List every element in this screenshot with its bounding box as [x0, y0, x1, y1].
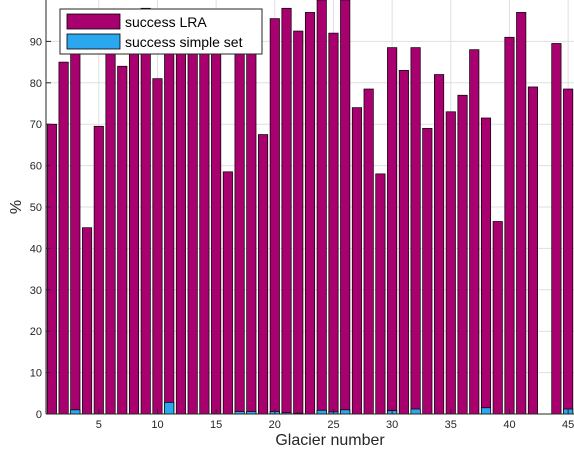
bar-success-lra-4 — [82, 227, 93, 415]
x-tick-label: 15 — [210, 419, 222, 431]
bar-success-lra-18 — [246, 45, 257, 415]
y-tick-label: 20 — [30, 326, 42, 338]
legend-swatch-success-simple-set — [66, 33, 121, 50]
bar-success-lra-39 — [492, 221, 503, 415]
bar-success-lra-23 — [304, 12, 316, 415]
bar-success-lra-45 — [563, 88, 574, 415]
y-tick-label: 90 — [30, 36, 42, 48]
bar-success-lra-31 — [398, 70, 409, 415]
bar-success-lra-10 — [152, 78, 163, 415]
bar-success-lra-2 — [58, 61, 69, 415]
x-tick-label: 40 — [503, 419, 515, 431]
tick-labels: 5 10 15 20 25 30 35 40 45 0 10 20 30 40 50 60 70 80 90 — [30, 36, 574, 431]
legend: success LRA success simple set — [59, 8, 263, 55]
y-axis-title: % — [8, 200, 25, 214]
bar-success-lra-11 — [164, 49, 175, 415]
bar-success-lra-5 — [93, 125, 104, 415]
bar-success-lra-34 — [434, 74, 445, 415]
bar-success-lra-3 — [70, 49, 81, 415]
x-axis-title: Glacier number — [275, 432, 385, 449]
bar-success-simple-set-3 — [70, 409, 81, 415]
bar-success-lra-1 — [46, 123, 57, 415]
y-tick-label: 60 — [30, 161, 42, 173]
y-tick-label: 40 — [30, 243, 42, 255]
bar-success-lra-25 — [328, 32, 339, 415]
bar-success-lra-17 — [234, 45, 245, 415]
bar-success-lra-35 — [445, 111, 456, 415]
bar-success-lra-6 — [105, 45, 116, 415]
bar-success-lra-24 — [316, 0, 327, 415]
bar-success-lra-44 — [551, 43, 562, 415]
y-tick-label: 0 — [36, 409, 42, 421]
legend-swatch-success-lra — [66, 13, 121, 30]
bar-success-lra-22 — [293, 30, 304, 415]
bar-success-simple-set-11 — [164, 402, 175, 415]
legend-label-success-simple-set: success simple set — [125, 34, 243, 50]
bar-success-simple-set-26 — [340, 409, 351, 415]
bar-success-lra-29 — [375, 173, 386, 415]
y-tick-label: 50 — [30, 202, 42, 214]
x-tick-label: 45 — [562, 419, 574, 431]
y-tick-label: 70 — [30, 119, 42, 131]
bar-success-lra-37 — [469, 49, 480, 415]
bar-success-lra-15 — [211, 49, 222, 415]
bar-success-lra-27 — [351, 107, 362, 415]
bar-success-lra-21 — [281, 7, 292, 415]
bar-success-lra-40 — [504, 36, 515, 415]
bar-success-simple-set-24 — [316, 409, 327, 415]
bar-success-lra-28 — [363, 88, 374, 415]
x-tick-label: 35 — [445, 419, 457, 431]
x-tick-label: 20 — [269, 419, 281, 431]
bar-success-lra-42 — [527, 86, 538, 415]
bar-success-lra-14 — [199, 45, 210, 415]
x-tick-label: 10 — [151, 419, 163, 431]
bar-success-lra-12 — [175, 12, 186, 415]
y-tick-label: 10 — [30, 368, 42, 380]
bar-success-lra-32 — [410, 47, 421, 415]
bar-success-lra-8 — [128, 49, 140, 415]
bar-success-lra-13 — [187, 28, 198, 415]
x-tick-label: 5 — [96, 419, 102, 431]
bar-success-lra-20 — [269, 18, 280, 415]
bar-success-lra-9 — [140, 7, 151, 415]
bars — [46, 0, 574, 415]
bar-success-lra-7 — [117, 65, 128, 415]
bar-success-lra-38 — [480, 117, 492, 415]
bar-success-lra-26 — [340, 0, 351, 415]
legend-label-success-lra: success LRA — [125, 14, 207, 30]
bar-success-lra-36 — [457, 94, 468, 415]
bar-success-lra-16 — [222, 171, 233, 415]
axes — [45, 0, 574, 415]
x-tick-label: 25 — [327, 419, 339, 431]
bar-success-lra-41 — [516, 12, 527, 415]
y-tick-label: 80 — [30, 78, 42, 90]
bar-success-lra-33 — [422, 127, 433, 415]
bar-success-simple-set-32 — [410, 408, 421, 415]
bar-success-simple-set-38 — [480, 407, 492, 415]
x-tick-label: 30 — [386, 419, 398, 431]
bar-success-lra-19 — [258, 134, 269, 415]
y-tick-label: 30 — [30, 285, 42, 297]
bar-success-lra-30 — [387, 47, 398, 415]
